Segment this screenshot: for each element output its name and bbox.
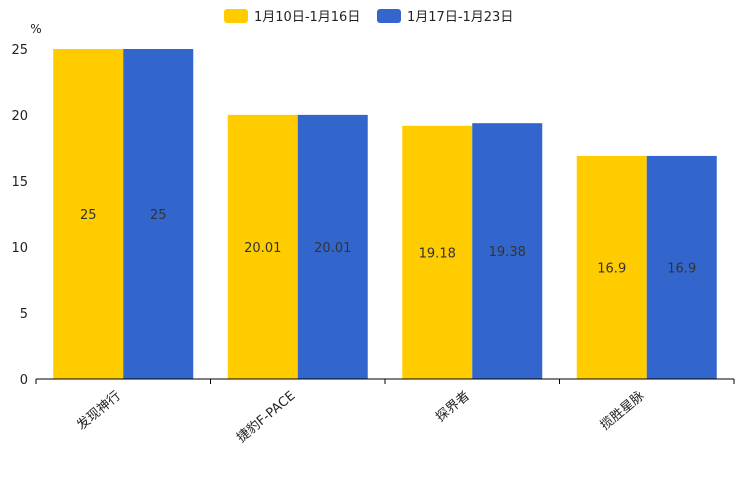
y-tick-label: 25 [11, 43, 28, 58]
data-label: 25 [80, 208, 97, 223]
y-tick-label: 15 [11, 175, 28, 190]
bar-1-2[interactable] [227, 114, 298, 380]
bar-1-4[interactable] [576, 155, 647, 379]
x-tick-label: 发现神行 [74, 388, 124, 434]
y-tick-label: 0 [20, 373, 28, 388]
bar-1-1[interactable] [53, 49, 124, 379]
legend-swatch-2[interactable] [377, 9, 401, 23]
bar-2-1[interactable] [123, 49, 194, 379]
bars [53, 49, 717, 380]
legend-label-1[interactable]: 1月10日-1月16日 [254, 10, 360, 25]
bar-2-3[interactable] [472, 123, 543, 380]
data-label: 19.18 [419, 246, 456, 261]
bar-2-4[interactable] [646, 155, 717, 379]
y-axis-unit: % [30, 22, 41, 36]
y-axis: 0 5 10 15 20 25 [11, 43, 28, 388]
data-label: 19.38 [489, 245, 526, 260]
x-axis: 发现神行 捷豹F-PACE 探界者 揽胜星脉 [35, 378, 735, 446]
y-tick-label: 10 [11, 241, 28, 256]
bar-2-2[interactable] [297, 114, 368, 380]
data-label: 25 [150, 208, 167, 223]
y-tick-label: 20 [11, 109, 28, 124]
legend: 1月10日-1月16日 1月17日-1月23日 [224, 9, 513, 25]
data-label: 16.9 [667, 261, 696, 276]
legend-label-2[interactable]: 1月17日-1月23日 [407, 10, 513, 25]
y-tick-label: 5 [20, 307, 28, 322]
bar-1-3[interactable] [402, 125, 473, 379]
x-tick-label: 揽胜星脉 [597, 388, 647, 434]
data-label: 20.01 [314, 241, 351, 256]
x-tick-label: 捷豹F-PACE [234, 389, 298, 446]
data-labels: 25 25 20.01 20.01 19.18 19.38 16.9 16.9 [80, 208, 696, 276]
legend-swatch-1[interactable] [224, 9, 248, 23]
data-label: 16.9 [597, 261, 626, 276]
x-tick-label: 探界者 [433, 389, 473, 426]
data-label: 20.01 [244, 241, 281, 256]
